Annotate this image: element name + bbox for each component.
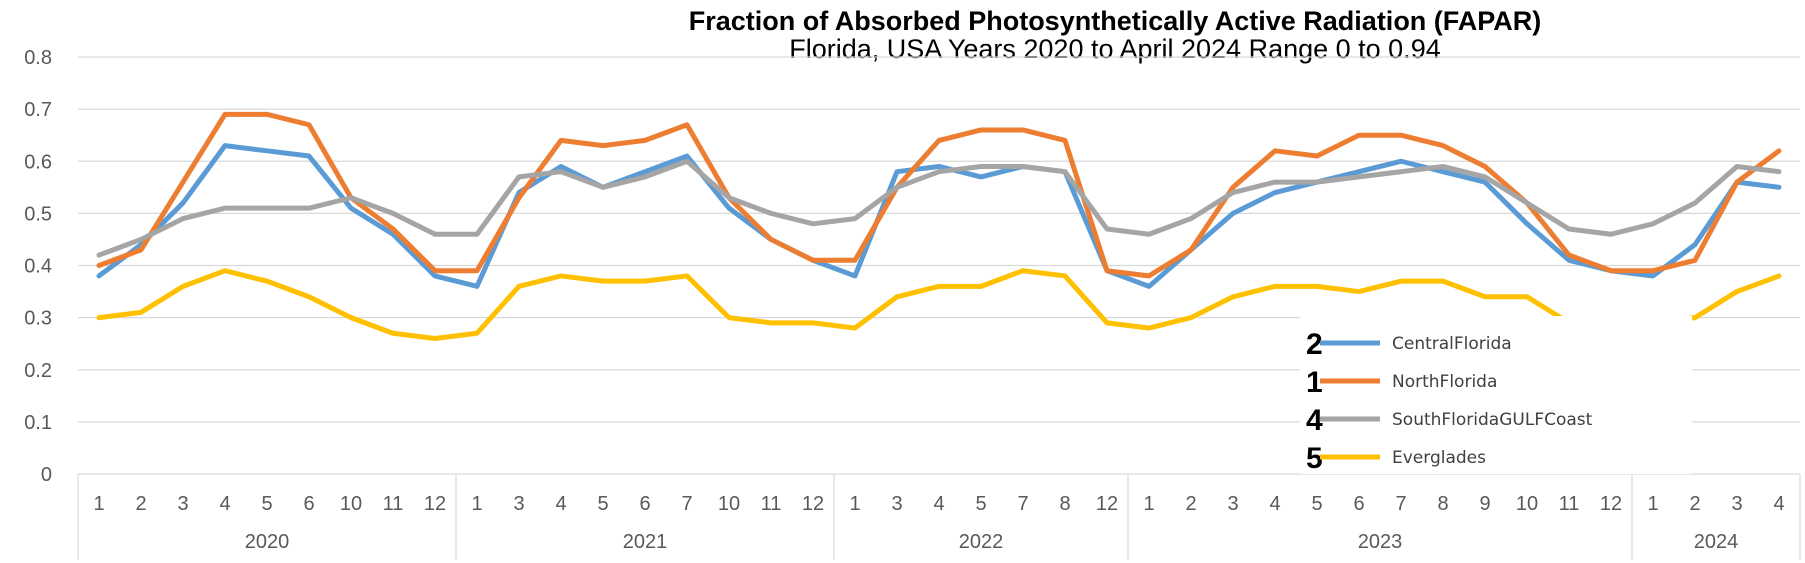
x-tick-label: 12 bbox=[802, 493, 824, 515]
x-tick-label: 4 bbox=[555, 493, 566, 515]
x-tick-label: 5 bbox=[261, 493, 272, 515]
x-tick-label: 3 bbox=[513, 493, 524, 515]
x-tick-label: 1 bbox=[471, 493, 482, 515]
y-tick-label: 0.3 bbox=[24, 308, 52, 330]
legend-label: CentralFlorida bbox=[1392, 334, 1512, 354]
x-tick-label: 4 bbox=[1269, 493, 1280, 515]
year-label: 2020 bbox=[245, 531, 290, 553]
x-tick-label: 10 bbox=[718, 493, 740, 515]
y-axis: 0 0.1 0.2 0.3 0.4 0.5 0.6 0.7 0.8 bbox=[24, 47, 52, 486]
x-tick-label: 3 bbox=[1227, 493, 1238, 515]
x-tick-label: 3 bbox=[1731, 493, 1742, 515]
y-tick-label: 0.4 bbox=[24, 256, 52, 278]
x-tick-label: 7 bbox=[681, 493, 692, 515]
x-tick-label: 3 bbox=[177, 493, 188, 515]
x-tick-label: 1 bbox=[1647, 493, 1658, 515]
chart-subtitle: Florida, USA Years 2020 to April 2024 Ra… bbox=[789, 34, 1440, 64]
x-tick-label: 6 bbox=[639, 493, 650, 515]
x-tick-label: 8 bbox=[1437, 493, 1448, 515]
x-tick-label: 2 bbox=[1185, 493, 1196, 515]
x-tick-label: 11 bbox=[1559, 493, 1580, 515]
legend-label: NorthFlorida bbox=[1392, 372, 1497, 392]
legend-label: SouthFloridaGULFCoast bbox=[1392, 410, 1593, 430]
x-axis: 1 2 3 4 5 6 10 11 12 1 3 4 5 6 7 10 11 12 1 3 4 5 7 8 12 1 2 3 4 5 6 7 8… bbox=[77, 474, 1801, 560]
series-lines bbox=[96, 111, 1782, 341]
x-tick-label: 12 bbox=[424, 493, 446, 515]
legend: 2 CentralFlorida 1 NorthFlorida 4 SouthFlorid… bbox=[1300, 316, 1692, 475]
legend-number: 4 bbox=[1306, 404, 1323, 437]
x-tick-label: 10 bbox=[1516, 493, 1538, 515]
year-label: 2023 bbox=[1358, 531, 1403, 553]
legend-number: 5 bbox=[1306, 442, 1323, 475]
x-tick-label: 2 bbox=[1689, 493, 1700, 515]
x-tick-label: 12 bbox=[1600, 493, 1622, 515]
x-tick-label: 1 bbox=[1143, 493, 1154, 515]
year-label: 2022 bbox=[959, 531, 1004, 553]
x-tick-label: 5 bbox=[975, 493, 986, 515]
x-tick-label: 6 bbox=[1353, 493, 1364, 515]
x-tick-label: 11 bbox=[761, 493, 782, 515]
x-tick-label: 11 bbox=[383, 493, 404, 515]
x-tick-label: 8 bbox=[1059, 493, 1070, 515]
x-tick-label: 10 bbox=[340, 493, 362, 515]
series-line-NorthFlorida bbox=[96, 111, 1782, 279]
legend-number: 1 bbox=[1306, 366, 1323, 399]
x-tick-label: 1 bbox=[849, 493, 860, 515]
y-tick-label: 0.7 bbox=[24, 99, 52, 121]
x-tick-label: 7 bbox=[1395, 493, 1406, 515]
y-tick-label: 0.5 bbox=[24, 203, 52, 225]
x-tick-label: 3 bbox=[891, 493, 902, 515]
x-tick-label: 5 bbox=[1311, 493, 1322, 515]
x-tick-label: 4 bbox=[933, 493, 944, 515]
x-tick-label: 1 bbox=[93, 493, 104, 515]
x-tick-label: 9 bbox=[1479, 493, 1490, 515]
y-tick-label: 0.1 bbox=[24, 412, 52, 434]
gridlines bbox=[78, 56, 1800, 475]
x-tick-label: 2 bbox=[135, 493, 146, 515]
y-tick-label: 0.2 bbox=[24, 360, 52, 382]
legend-number: 2 bbox=[1306, 328, 1323, 361]
year-label: 2024 bbox=[1694, 531, 1739, 553]
x-tick-label: 4 bbox=[219, 493, 230, 515]
x-tick-label: 6 bbox=[303, 493, 314, 515]
x-tick-label: 12 bbox=[1096, 493, 1118, 515]
chart-title: Fraction of Absorbed Photosynthetically … bbox=[689, 6, 1542, 36]
y-tick-label: 0.8 bbox=[24, 47, 52, 69]
y-tick-label: 0.6 bbox=[24, 151, 52, 173]
x-tick-label: 5 bbox=[597, 493, 608, 515]
x-tick-label: 4 bbox=[1773, 493, 1784, 515]
x-tick-label: 7 bbox=[1017, 493, 1028, 515]
year-label: 2021 bbox=[623, 531, 668, 553]
y-tick-label: 0 bbox=[41, 464, 52, 486]
legend-label: Everglades bbox=[1392, 448, 1486, 468]
